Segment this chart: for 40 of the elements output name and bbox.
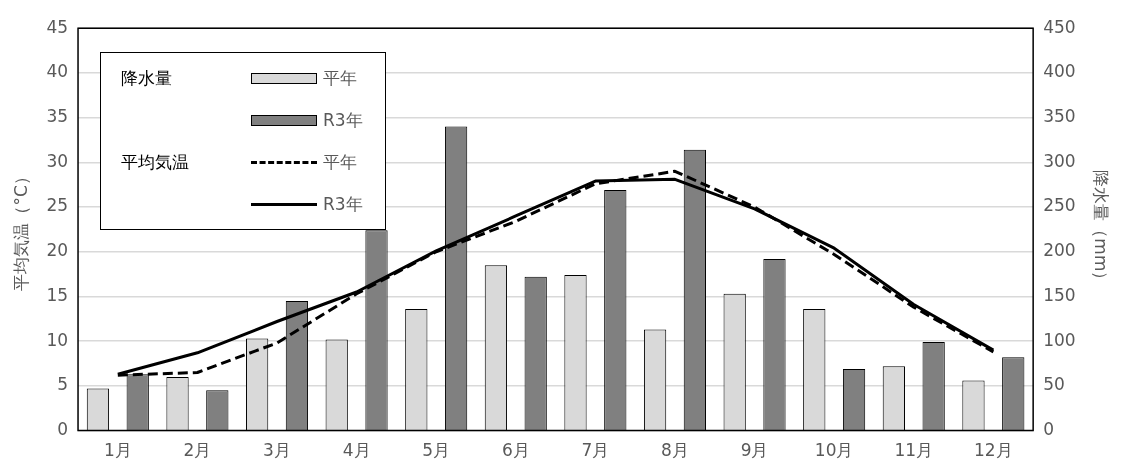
y-tick-label: 5 — [57, 374, 69, 395]
y2-tick-label: 450 — [1043, 16, 1076, 37]
x-tick-label: 10月 — [814, 440, 854, 461]
y2-tick-label: 50 — [1043, 374, 1065, 395]
legend-label: 平年 — [323, 150, 358, 174]
y-tick-label: 35 — [46, 106, 69, 127]
x-tick-label: 2月 — [183, 440, 212, 461]
x-tick-label: 6月 — [501, 440, 530, 461]
y2-tick-label: 300 — [1043, 150, 1076, 171]
y2-tick-label: 100 — [1043, 329, 1076, 350]
x-tick-label: 12月 — [974, 440, 1013, 461]
x-tick-label: 1月 — [103, 440, 132, 461]
x-tick-label: 7月 — [581, 440, 610, 461]
y-axis-title: 平均気温（°C） — [10, 168, 31, 291]
y2-tick-label: 150 — [1043, 284, 1076, 305]
y2-tick-label: 200 — [1043, 240, 1076, 261]
annotation: 降水量 — [120, 67, 174, 91]
x-tick-label: 11月 — [894, 440, 934, 461]
y2-tick-label: 0 — [1043, 419, 1054, 440]
x-tick-label: 5月 — [422, 440, 451, 461]
x-tick-label: 4月 — [342, 440, 371, 461]
y2-tick-label: 250 — [1043, 195, 1076, 216]
y2-axis-title: 降水量（mm） — [1091, 170, 1112, 289]
x-tick-label: 8月 — [661, 440, 689, 461]
y-tick-label: 10 — [46, 329, 69, 350]
y-tick-label: 40 — [46, 61, 69, 82]
y-tick-label: 30 — [46, 150, 69, 171]
legend-label: R3年 — [323, 192, 363, 216]
x-tick-label: 9月 — [740, 440, 769, 461]
y-tick-label: 15 — [46, 284, 69, 305]
annotation: 平均気温 — [120, 151, 191, 175]
y-tick-label: 25 — [46, 195, 69, 216]
x-tick-label: 3月 — [263, 440, 291, 461]
y2-tick-label: 350 — [1043, 106, 1076, 127]
legend-label: R3年 — [323, 108, 363, 132]
y-tick-label: 0 — [57, 419, 69, 440]
y2-tick-label: 400 — [1043, 61, 1076, 82]
y-tick-label: 20 — [46, 240, 69, 261]
legend-label: 平年 — [323, 66, 358, 90]
y-tick-label: 45 — [46, 16, 69, 37]
